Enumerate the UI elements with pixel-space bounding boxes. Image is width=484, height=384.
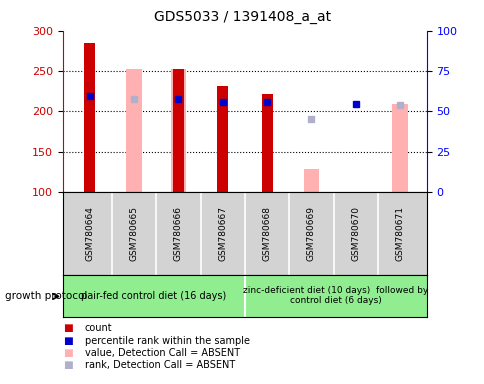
Text: value, Detection Call = ABSENT: value, Detection Call = ABSENT [85,348,240,358]
Text: pair-fed control diet (16 days): pair-fed control diet (16 days) [81,291,226,301]
Text: GSM780666: GSM780666 [174,206,182,261]
Text: GDS5033 / 1391408_a_at: GDS5033 / 1391408_a_at [153,10,331,23]
Text: ■: ■ [63,348,73,358]
Text: zinc-deficient diet (10 days)  followed by
control diet (6 days): zinc-deficient diet (10 days) followed b… [243,286,427,305]
Bar [217,86,228,192]
Text: percentile rank within the sample: percentile rank within the sample [85,336,249,346]
Bar [261,94,272,192]
Bar [84,43,95,192]
Text: ■: ■ [63,360,73,370]
Text: count: count [85,323,112,333]
Text: GSM780668: GSM780668 [262,206,271,261]
Text: ■: ■ [63,336,73,346]
Text: growth protocol: growth protocol [5,291,87,301]
Bar [170,70,186,192]
Text: GSM780669: GSM780669 [306,206,315,261]
Text: ■: ■ [63,323,73,333]
Bar [303,169,318,192]
Text: rank, Detection Call = ABSENT: rank, Detection Call = ABSENT [85,360,235,370]
Bar [172,70,183,192]
Text: GSM780665: GSM780665 [129,206,138,261]
Text: GSM780671: GSM780671 [395,206,404,261]
Text: GSM780667: GSM780667 [218,206,227,261]
Bar [392,104,407,192]
Bar [126,70,141,192]
Text: GSM780670: GSM780670 [350,206,360,261]
Text: GSM780664: GSM780664 [85,206,94,261]
